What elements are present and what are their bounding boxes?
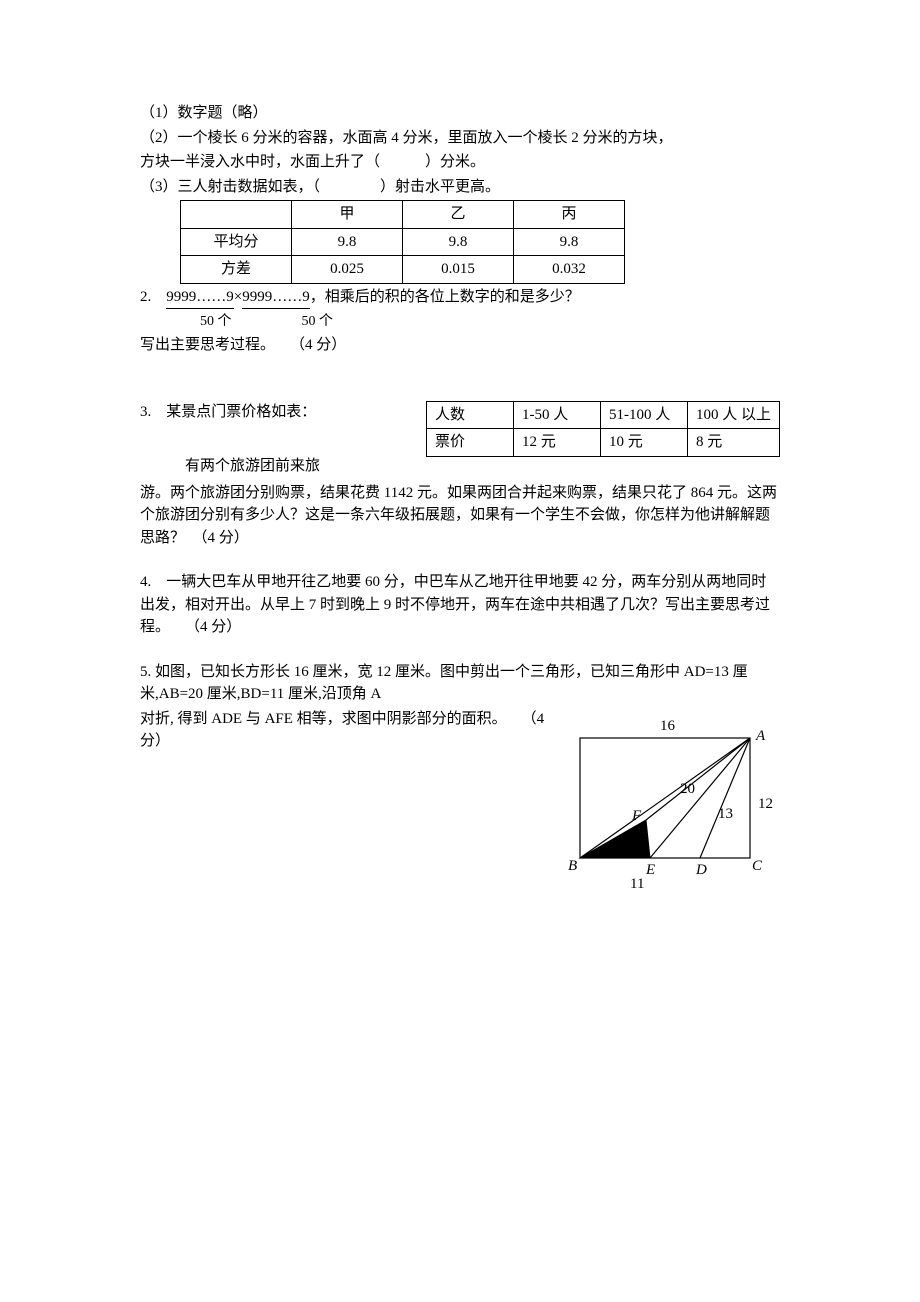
svg-text:C: C <box>752 858 763 874</box>
q3-t-r2c1: 票价 <box>426 429 513 457</box>
q1-th-0 <box>181 201 292 229</box>
q3-t-r1c1: 人数 <box>426 401 513 429</box>
q5-figure: 16 A 20 F 13 12 B E D C 11 <box>560 708 780 893</box>
svg-text:D: D <box>695 862 707 878</box>
svg-text:F: F <box>631 808 642 824</box>
q1-r2c3: 0.032 <box>514 256 625 284</box>
q1-line2a: （2）一个棱长 6 分米的容器，水面高 4 分米，里面放入一个棱长 2 分米的方… <box>140 127 780 150</box>
q1-r2c1: 0.025 <box>292 256 403 284</box>
q2-sub2: 50 个 <box>302 311 334 332</box>
q1-th-3: 丙 <box>514 201 625 229</box>
q1-line3: （3）三人射击数据如表，（ ）射击水平更高。 <box>140 176 780 199</box>
q2-subrow: 50 个 50 个 <box>170 311 780 332</box>
q3-body1: 有两个旅游团前来旅 <box>140 455 780 478</box>
q1-r2c2: 0.015 <box>403 256 514 284</box>
svg-text:16: 16 <box>660 718 676 734</box>
svg-text:A: A <box>755 728 766 744</box>
q5-text-a: 5. 如图，已知长方形长 16 厘米，宽 12 厘米。图中剪出一个三角形，已知三… <box>140 661 780 706</box>
q1-r1c0: 平均分 <box>181 228 292 256</box>
q1-r1c3: 9.8 <box>514 228 625 256</box>
q2-suffix: ，相乘后的积的各位上数字的和是多少？ <box>310 289 580 305</box>
svg-text:12: 12 <box>758 796 773 812</box>
q2-u2: 9999……9 <box>242 286 310 310</box>
q1-line1: （1）数字题（略） <box>140 102 780 125</box>
q1-th-1: 甲 <box>292 201 403 229</box>
q1-table: 甲 乙 丙 平均分 9.8 9.8 9.8 方差 0.025 0.015 0.0… <box>180 200 625 284</box>
q3-body2: 游。两个旅游团分别购票，结果花费 1142 元。如果两团合并起来购票，结果只花了… <box>140 482 780 550</box>
q4-text: 4. 一辆大巴车从甲地开往乙地要 60 分，中巴车从乙地开往甲地要 42 分，两… <box>140 571 780 639</box>
svg-text:20: 20 <box>680 781 695 797</box>
q2-line: 2. 9999……9×9999……9，相乘后的积的各位上数字的和是多少？ <box>140 286 780 310</box>
q1-r1c1: 9.8 <box>292 228 403 256</box>
q3-t-r1c3: 51-100 人 <box>600 401 687 429</box>
svg-text:B: B <box>568 858 577 874</box>
q3-t-r1c4: 100 人 以上 <box>687 401 779 429</box>
q1-r2c0: 方差 <box>181 256 292 284</box>
q3-t-r1c2: 1-50 人 <box>513 401 600 429</box>
q3-block: 人数 1-50 人 51-100 人 100 人 以上 票价 12 元 10 元… <box>140 401 780 478</box>
q3-t-r2c4: 8 元 <box>687 429 779 457</box>
svg-text:13: 13 <box>718 806 733 822</box>
q2-prefix: 2. <box>140 289 166 305</box>
q3-t-r2c3: 10 元 <box>600 429 687 457</box>
q1-line2b: 方块一半浸入水中时，水面上升了（ ）分米。 <box>140 151 780 174</box>
svg-text:11: 11 <box>630 876 644 892</box>
q2-sub1: 50 个 <box>200 311 232 332</box>
q2-times: × <box>234 289 242 305</box>
q3-table: 人数 1-50 人 51-100 人 100 人 以上 票价 12 元 10 元… <box>426 401 780 457</box>
q1-r1c2: 9.8 <box>403 228 514 256</box>
svg-text:E: E <box>645 862 655 878</box>
q3-t-r2c2: 12 元 <box>513 429 600 457</box>
q1-th-2: 乙 <box>403 201 514 229</box>
q2-line-c: 写出主要思考过程。 （4 分） <box>140 334 780 357</box>
q2-u1: 9999……9 <box>166 286 234 310</box>
q5-block: 5. 如图，已知长方形长 16 厘米，宽 12 厘米。图中剪出一个三角形，已知三… <box>140 661 780 893</box>
